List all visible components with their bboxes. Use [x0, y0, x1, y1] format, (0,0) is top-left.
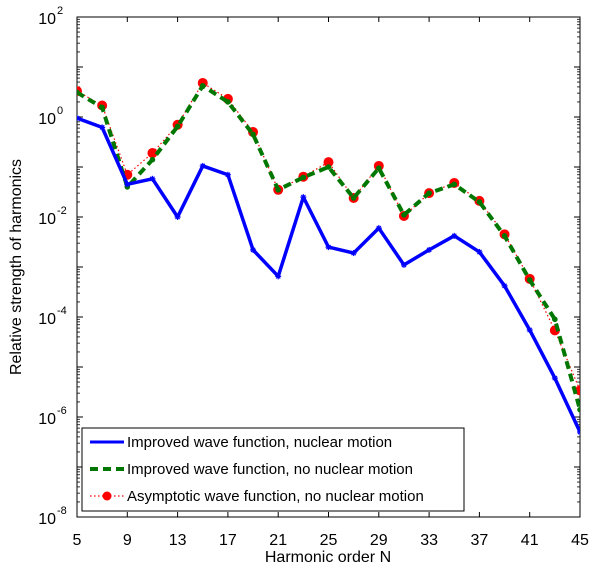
x-tick-label: 25: [320, 532, 338, 549]
data-point: [199, 83, 206, 89]
legend-entry-1: Improved wave function, nuclear motion: [90, 434, 392, 451]
data-point: [426, 246, 433, 253]
x-tick-label: 37: [471, 532, 489, 549]
data-point: [400, 261, 407, 268]
y-tick-label: 10 -8: [38, 505, 67, 528]
data-point: [325, 244, 332, 251]
data-point: [451, 181, 458, 188]
data-point: [375, 225, 382, 232]
legend-entry-2: Improved wave function, no nuclear motio…: [90, 461, 413, 478]
legend: Improved wave function, nuclear motion I…: [81, 427, 465, 512]
x-tick-label: 21: [269, 532, 287, 549]
data-point: [250, 131, 256, 138]
y-tick-base: 10: [38, 11, 56, 28]
data-point: [77, 115, 80, 122]
x-tick-label: 13: [169, 532, 187, 549]
y-tick-base: 10: [38, 311, 56, 328]
series-line: [77, 82, 580, 391]
x-tick-label: 9: [123, 532, 132, 549]
data-point: [147, 148, 158, 159]
data-point: [275, 186, 282, 193]
data-point: [552, 316, 558, 323]
data-point: [99, 104, 105, 111]
y-tick-exponent: -6: [57, 405, 67, 417]
data-point: [501, 233, 508, 239]
y-tick-base: 10: [38, 111, 56, 128]
series-1: [77, 115, 580, 436]
legend-label-3: Asymptotic wave function, no nuclear mot…: [127, 488, 424, 505]
data-point: [577, 406, 580, 413]
data-point: [275, 273, 282, 280]
legend-marker-3: [102, 491, 112, 501]
y-tick-base: 10: [38, 211, 56, 228]
data-point: [325, 164, 332, 170]
x-tick-label: 33: [420, 532, 438, 549]
data-point: [376, 165, 382, 171]
legend-entry-3: Asymptotic wave function, no nuclear mot…: [90, 488, 424, 505]
data-point: [77, 89, 80, 96]
y-tick-exponent: 2: [57, 5, 63, 17]
data-point: [401, 212, 407, 218]
data-point: [174, 123, 181, 130]
data-point: [451, 232, 458, 239]
y-tick-base: 10: [38, 411, 56, 428]
y-tick-exponent: -2: [57, 205, 67, 217]
data-point: [323, 157, 334, 168]
y-tick-exponent: -4: [57, 305, 67, 317]
data-point: [174, 214, 181, 220]
y-tick-base: 10: [38, 511, 56, 528]
data-point: [225, 99, 231, 105]
x-axis-label: Harmonic order N: [265, 549, 391, 566]
x-tick-label: 17: [219, 532, 237, 549]
x-tick-label: 29: [370, 532, 388, 549]
data-point: [501, 282, 508, 289]
series-layer: [77, 77, 580, 436]
data-point: [426, 190, 432, 196]
data-point: [300, 194, 307, 201]
data-point: [300, 174, 307, 181]
legend-label-2: Improved wave function, no nuclear motio…: [127, 461, 413, 478]
x-tick-label: 45: [571, 532, 589, 549]
y-tick-label: 10 -6: [38, 405, 67, 428]
data-point: [350, 250, 357, 257]
y-tick-label: 10 -4: [38, 305, 67, 328]
data-point: [224, 171, 231, 178]
y-tick-exponent: -8: [57, 505, 67, 517]
x-tick-labels: 5 9 13 17 21 25 29 33 37 41 45: [73, 532, 589, 549]
series-2: [77, 83, 580, 413]
y-tick-label: 10 -2: [38, 205, 67, 228]
legend-box: [81, 427, 465, 512]
series-line: [77, 83, 580, 411]
data-point: [250, 246, 257, 253]
y-tick-label: 10 0: [38, 105, 63, 128]
x-tick-label: 5: [73, 532, 82, 549]
data-point: [124, 181, 131, 188]
legend-label-1: Improved wave function, nuclear motion: [127, 434, 392, 451]
data-point: [350, 195, 357, 201]
data-point: [99, 124, 106, 131]
data-point: [577, 429, 580, 436]
data-point: [149, 156, 156, 163]
data-point: [476, 248, 483, 255]
y-tick-exponent: 0: [57, 105, 63, 117]
data-point: [526, 277, 533, 283]
data-point: [526, 326, 533, 333]
data-point: [551, 375, 558, 382]
data-point: [199, 162, 206, 169]
y-axis-label: Relative strength of harmonics: [8, 159, 25, 375]
data-point: [476, 199, 483, 205]
y-tick-label: 10 2: [38, 5, 63, 28]
data-point: [149, 175, 156, 182]
x-tick-label: 41: [521, 532, 539, 549]
